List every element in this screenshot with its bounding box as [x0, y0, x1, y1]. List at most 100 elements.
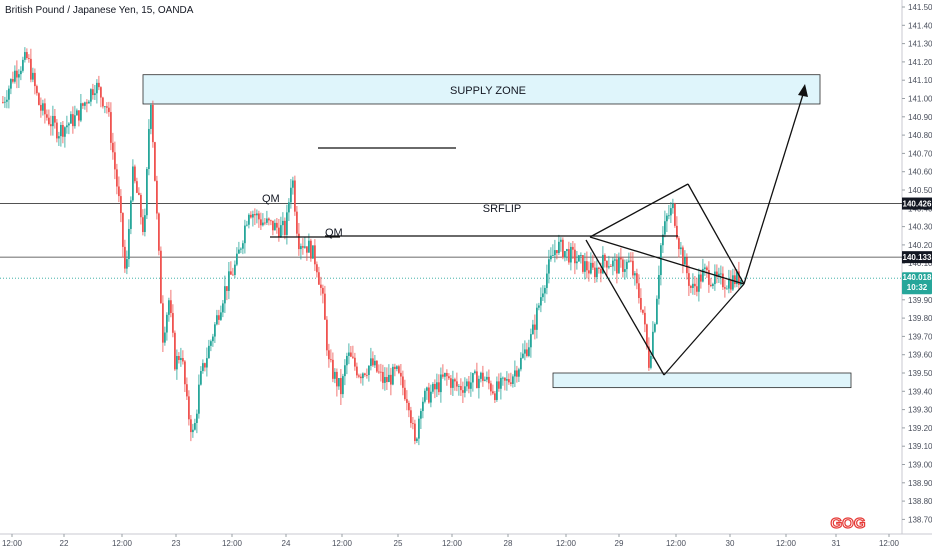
- candle-body: [12, 79, 14, 82]
- candle-body: [56, 122, 58, 139]
- candle-body: [550, 255, 552, 260]
- price-tick-label: 139.700: [908, 332, 932, 341]
- candle-body: [342, 376, 344, 395]
- candle-body: [612, 260, 614, 267]
- candle-body: [150, 104, 152, 129]
- candle-body: [414, 423, 416, 442]
- candle-body: [478, 378, 480, 389]
- last-price-value: 140.018: [903, 273, 932, 282]
- candle-body: [618, 257, 620, 274]
- candle-body: [200, 371, 202, 385]
- candle-body: [524, 349, 526, 354]
- candle-body: [400, 372, 402, 377]
- candle-body: [322, 287, 324, 294]
- candle-body: [166, 314, 168, 333]
- candle-body: [722, 273, 724, 288]
- candle-body: [608, 266, 610, 268]
- candle-body: [92, 89, 94, 96]
- candle-body: [370, 358, 372, 366]
- candle-body: [660, 245, 662, 276]
- candle-body: [592, 262, 594, 268]
- candle-body: [52, 115, 54, 127]
- candle-body: [530, 334, 532, 348]
- candle-body: [566, 249, 568, 252]
- candle-body: [90, 89, 92, 102]
- candle-body: [398, 366, 400, 373]
- price-tick-label: 139.500: [908, 369, 932, 378]
- qm-label-2: QM: [325, 227, 343, 239]
- candle-body: [246, 224, 248, 226]
- candle-body: [584, 261, 586, 272]
- candle-body: [386, 377, 388, 383]
- candle-body: [74, 115, 76, 127]
- candle-body: [676, 225, 678, 239]
- candle-body: [466, 381, 468, 387]
- candle-body: [376, 360, 378, 372]
- candle-body: [264, 222, 266, 224]
- candle-body: [606, 260, 608, 268]
- price-tick-label: 140.700: [908, 149, 932, 158]
- candle-body: [60, 124, 62, 137]
- candle-body: [704, 267, 706, 269]
- candle-body: [362, 373, 364, 379]
- candle-body: [682, 247, 684, 265]
- candle-body: [686, 257, 688, 274]
- candle-body: [82, 103, 84, 106]
- candle-body: [336, 371, 338, 387]
- candle-body: [114, 152, 116, 170]
- candle-body: [598, 267, 600, 269]
- diamond-right-lower: [663, 283, 745, 376]
- candle-body: [650, 355, 652, 368]
- candle-body: [192, 429, 194, 433]
- price-tick-label: 140.300: [908, 223, 932, 232]
- candle-body: [502, 377, 504, 379]
- candle-body: [488, 376, 490, 384]
- candle-body: [382, 371, 384, 383]
- candle-body: [350, 352, 352, 357]
- candle-body: [438, 382, 440, 393]
- candle-body: [188, 396, 190, 420]
- candle-body: [600, 268, 602, 274]
- price-tick-label: 139.800: [908, 314, 932, 323]
- candle-body: [262, 222, 264, 226]
- candle-body: [422, 401, 424, 412]
- candle-body: [220, 312, 222, 320]
- candle-body: [332, 359, 334, 379]
- candle-body: [520, 357, 522, 370]
- candle-body: [38, 93, 40, 105]
- candle-body: [680, 247, 682, 250]
- candle-body: [26, 52, 28, 59]
- candle-body: [250, 214, 252, 218]
- candle-body: [302, 246, 304, 248]
- candle-body: [668, 215, 670, 217]
- candle-body: [140, 194, 142, 218]
- candle-body: [184, 361, 186, 385]
- candle-body: [724, 287, 726, 289]
- candle-body: [4, 101, 6, 103]
- watermark-logo: GOG: [830, 515, 865, 532]
- candle-body: [252, 214, 254, 218]
- price-tick-label: 139.600: [908, 351, 932, 360]
- candle-body: [316, 264, 318, 273]
- candle-body: [628, 260, 630, 262]
- time-tick-label: 24: [282, 539, 291, 548]
- candle-body: [716, 271, 718, 277]
- candle-body: [224, 286, 226, 304]
- candle-body: [314, 245, 316, 265]
- price-tick-label: 141.400: [908, 21, 932, 30]
- candle-body: [518, 369, 520, 377]
- candle-body: [132, 166, 134, 201]
- candle-body: [178, 356, 180, 361]
- candle-body: [532, 324, 534, 335]
- line-price-tag: [902, 251, 932, 264]
- candle-body: [706, 267, 708, 271]
- candle-body: [416, 438, 418, 442]
- price-tick-label: 138.700: [908, 515, 932, 524]
- candle-body: [118, 186, 120, 197]
- candle-body: [320, 284, 322, 288]
- candle-body: [48, 117, 50, 125]
- candle-body: [344, 365, 346, 377]
- candle-body: [202, 363, 204, 372]
- zones: [142, 74, 852, 389]
